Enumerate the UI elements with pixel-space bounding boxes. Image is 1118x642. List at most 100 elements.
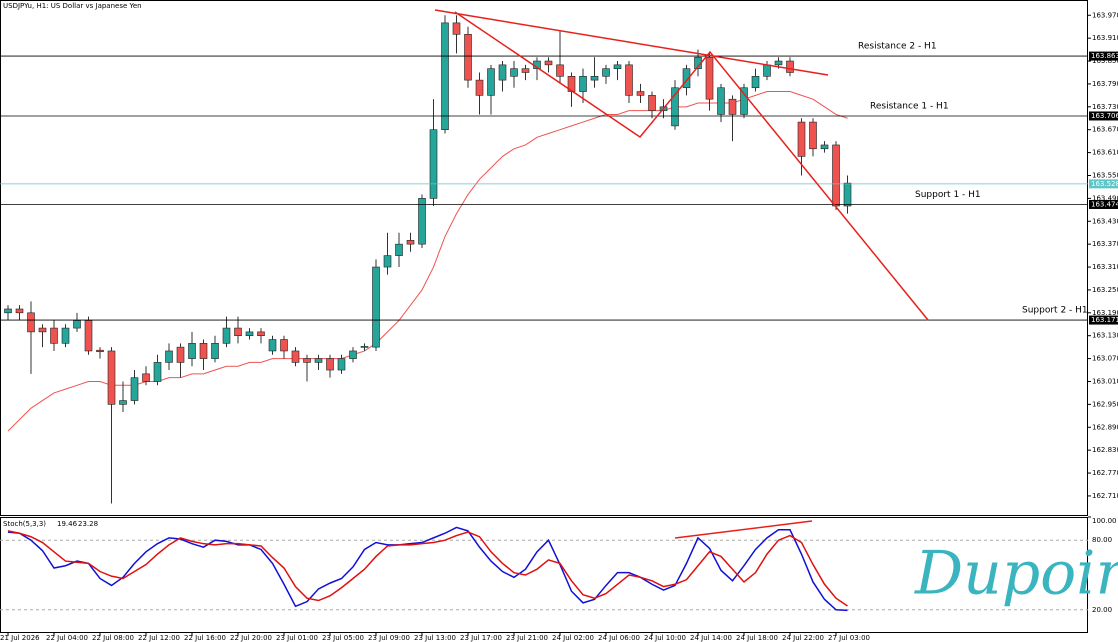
x-tick-label: 22 Jul 12:00 [138,634,180,642]
logo: Dupoin [914,539,1118,609]
candle-body [303,358,311,363]
candle-body [613,64,622,69]
x-tick-label: 24 Jul 18:00 [736,634,778,642]
y-tick-label: 163.610 [1092,149,1118,157]
y-tick-label: 80.00 [1092,536,1112,544]
candle-body [372,266,380,348]
y-tick-label: 162.890 [1092,423,1118,431]
x-tick-label: 23 Jul 09:00 [368,634,410,642]
chart-title: USDJPYu, H1: US Dollar vs Japanese Yen [3,2,142,10]
candle-body [418,198,426,245]
candle-body [280,339,288,352]
x-tick-label: 23 Jul 21:00 [506,634,548,642]
y-tick-label: 163.910 [1092,34,1118,42]
level-tag [1089,111,1118,121]
indicator-title: Stoch(5,3,3) [3,520,46,528]
candle-body [142,373,150,382]
y-tick-label: 163.730 [1092,103,1118,111]
candle-body [73,320,81,329]
y-tick-label: 163.850 [1092,57,1118,65]
candle-body [671,87,679,127]
candle-body [498,64,507,81]
candle-body [27,312,35,333]
candle-body [590,75,599,81]
y-tick-label: 162.770 [1092,469,1118,477]
candle-body [510,68,518,77]
candle-body [763,64,771,77]
stoch-line [7,526,848,612]
x-tick-label: 24 Jul 10:00 [644,634,686,642]
level-name: Support 2 - H1 [1022,306,1088,316]
candle-body [429,129,438,199]
x-tick-label: 22 Jul 04:00 [46,634,88,642]
y-tick-label: 163.490 [1092,194,1118,202]
x-tick-label: 24 Jul 02:00 [552,634,594,642]
candle-body [797,121,806,157]
candle-body [38,327,47,333]
x-tick-label: 23 Jul 01:00 [276,634,318,642]
y-tick-label: 20.00 [1092,606,1112,614]
y-tick-label: 163.190 [1092,309,1118,317]
candle-body [234,327,242,337]
y-tick-label: 163.550 [1092,171,1118,179]
main-panel-frame [0,0,1088,516]
indicator-value: 19.46 [57,520,78,528]
y-tick-label: 162.950 [1092,400,1118,408]
candle-body [809,121,817,150]
candle-body [61,327,70,344]
candle-body [326,358,334,371]
current-price-label: 163.528 [1091,180,1118,188]
candle-body [176,346,185,363]
x-tick-label: 24 Jul 14:00 [690,634,732,642]
trend-line [434,9,829,76]
x-tick-label: 22 Jul 20:00 [230,634,272,642]
level-tag-label: 163.863 [1091,52,1118,60]
stoch-line [7,530,848,607]
y-tick-label: 163.790 [1092,80,1118,88]
candle-body [774,60,783,66]
candle-body [107,350,116,405]
candle-body [487,68,495,96]
y-tick-label: 163.430 [1092,217,1118,225]
candle-body [579,75,587,92]
trend-line [674,520,813,539]
candle-body [199,343,208,359]
stoch-panel-frame [0,517,1088,633]
candle-body [602,68,610,77]
y-tick-label: 163.970 [1092,11,1118,19]
candle-body [395,243,403,256]
plot-layer: 163.970 163.910 163.850 163.790 163.730 163.6… [0,11,1118,642]
candle-body [268,339,277,352]
x-tick-label: 22 Jul 08:00 [92,634,134,642]
y-tick-label: 162.710 [1092,492,1118,500]
candle-body [130,377,139,401]
candle-body [406,240,415,245]
x-tick-label: 23 Jul 17:00 [460,634,502,642]
candle-body [291,350,300,363]
candle-body [521,68,530,73]
candle-body [188,343,196,359]
candle-body [314,358,323,363]
level-tag [1089,51,1118,61]
y-tick-label: 163.010 [1092,377,1118,385]
candle-body [360,346,369,348]
candle-body [625,64,633,96]
trend-line [454,11,929,321]
candle-body [705,56,714,100]
candle-body [222,327,231,344]
level-tag [1089,315,1118,325]
candle-body [648,95,656,111]
candle-body [337,358,346,371]
candle-body [832,144,840,207]
candle-body [820,144,829,150]
candle-body [728,98,737,115]
candle-body [257,331,265,337]
x-tick-label: 23 Jul 05:00 [322,634,364,642]
candle-body [50,327,58,344]
candle-body [556,64,564,77]
x-tick-label: 22 Jul 16:00 [184,634,226,642]
candle-body [383,255,392,268]
level-tag-label: 163.474 [1091,200,1118,208]
